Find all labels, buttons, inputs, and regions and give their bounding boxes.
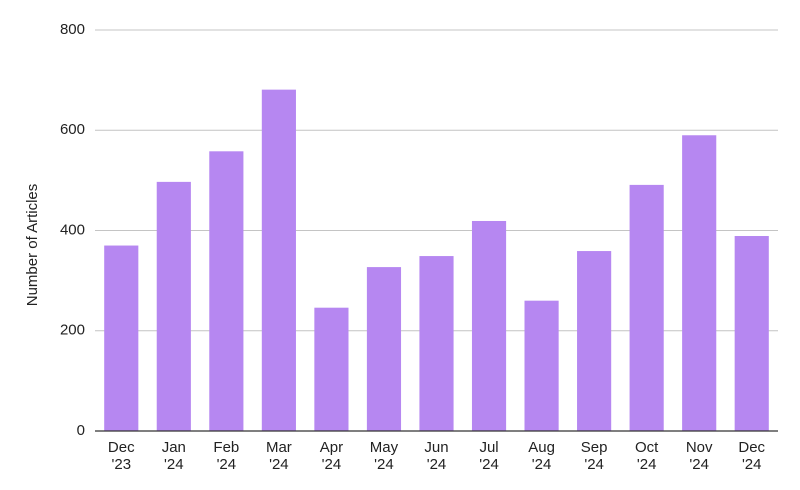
x-tick-label: Nov '24: [686, 439, 713, 473]
x-tick-label-year: '24: [584, 456, 604, 473]
x-tick-label: Apr '24: [320, 439, 343, 473]
x-tick-label-year: '24: [322, 456, 342, 473]
x-tick-label-month: Mar: [266, 439, 292, 456]
x-tick-label-month: Jan: [162, 439, 186, 456]
bar: [366, 267, 402, 431]
x-tick-label-year: '24: [742, 456, 762, 473]
x-tick-label-month: May: [370, 439, 399, 456]
x-tick-label-year: '24: [217, 456, 237, 473]
bar: [156, 181, 191, 431]
x-tick-label-month: Apr: [320, 439, 343, 456]
bars: [104, 89, 769, 432]
x-tick-label: Jan '24: [162, 439, 186, 473]
x-tick-label-month: Dec: [108, 439, 135, 456]
bar: [734, 236, 769, 431]
x-tick-label-month: Sep: [581, 439, 608, 456]
x-tick-label-year: '24: [479, 456, 499, 473]
x-tick-label-month: Nov: [686, 439, 713, 456]
bar: [682, 135, 717, 431]
y-tick-label: 200: [60, 322, 85, 339]
bar: [419, 256, 454, 431]
y-axis-title: Number of Articles: [24, 184, 41, 307]
x-tick-label: Jul '24: [479, 439, 499, 473]
bar: [629, 184, 664, 431]
x-tick-label-year: '24: [637, 456, 657, 473]
y-tick-label: 600: [60, 121, 85, 138]
x-tick-label-year: '24: [269, 456, 289, 473]
x-tick-label-month: Oct: [635, 439, 659, 456]
x-tick-label: Jun '24: [424, 439, 448, 473]
x-tick-label: Sep '24: [581, 439, 608, 473]
x-tick-label-year: '24: [689, 456, 709, 473]
x-tick-label-month: Aug: [528, 439, 555, 456]
x-tick-label: Oct '24: [635, 439, 659, 473]
x-tick-label-month: Feb: [213, 439, 239, 456]
x-tick-label-year: '24: [374, 456, 394, 473]
y-tick-label: 800: [60, 21, 85, 38]
x-tick-label-year: '23: [111, 456, 131, 473]
x-tick-label-month: Dec: [738, 439, 765, 456]
bar: [577, 251, 612, 431]
x-tick-label: Dec '24: [738, 439, 765, 473]
x-tick-label-year: '24: [427, 456, 447, 473]
bar: [209, 151, 244, 432]
y-axis-ticks: 0 200 400 600 800: [60, 21, 85, 439]
x-tick-label-year: '24: [532, 456, 552, 473]
y-tick-label: 400: [60, 221, 85, 238]
x-tick-label-year: '24: [164, 456, 184, 473]
x-tick-label: Dec '23: [108, 439, 135, 473]
bar: [104, 245, 139, 431]
x-tick-label: Mar '24: [266, 439, 292, 473]
bar: [314, 307, 349, 431]
x-tick-label: Aug '24: [528, 439, 555, 473]
y-tick-label: 0: [77, 422, 85, 439]
x-tick-label: May '24: [370, 439, 399, 473]
bar: [261, 89, 296, 432]
x-tick-label: Feb '24: [213, 439, 239, 473]
bar: [471, 220, 507, 431]
x-tick-label-month: Jul: [479, 439, 498, 456]
bar: [524, 300, 559, 431]
x-tick-label-month: Jun: [424, 439, 448, 456]
